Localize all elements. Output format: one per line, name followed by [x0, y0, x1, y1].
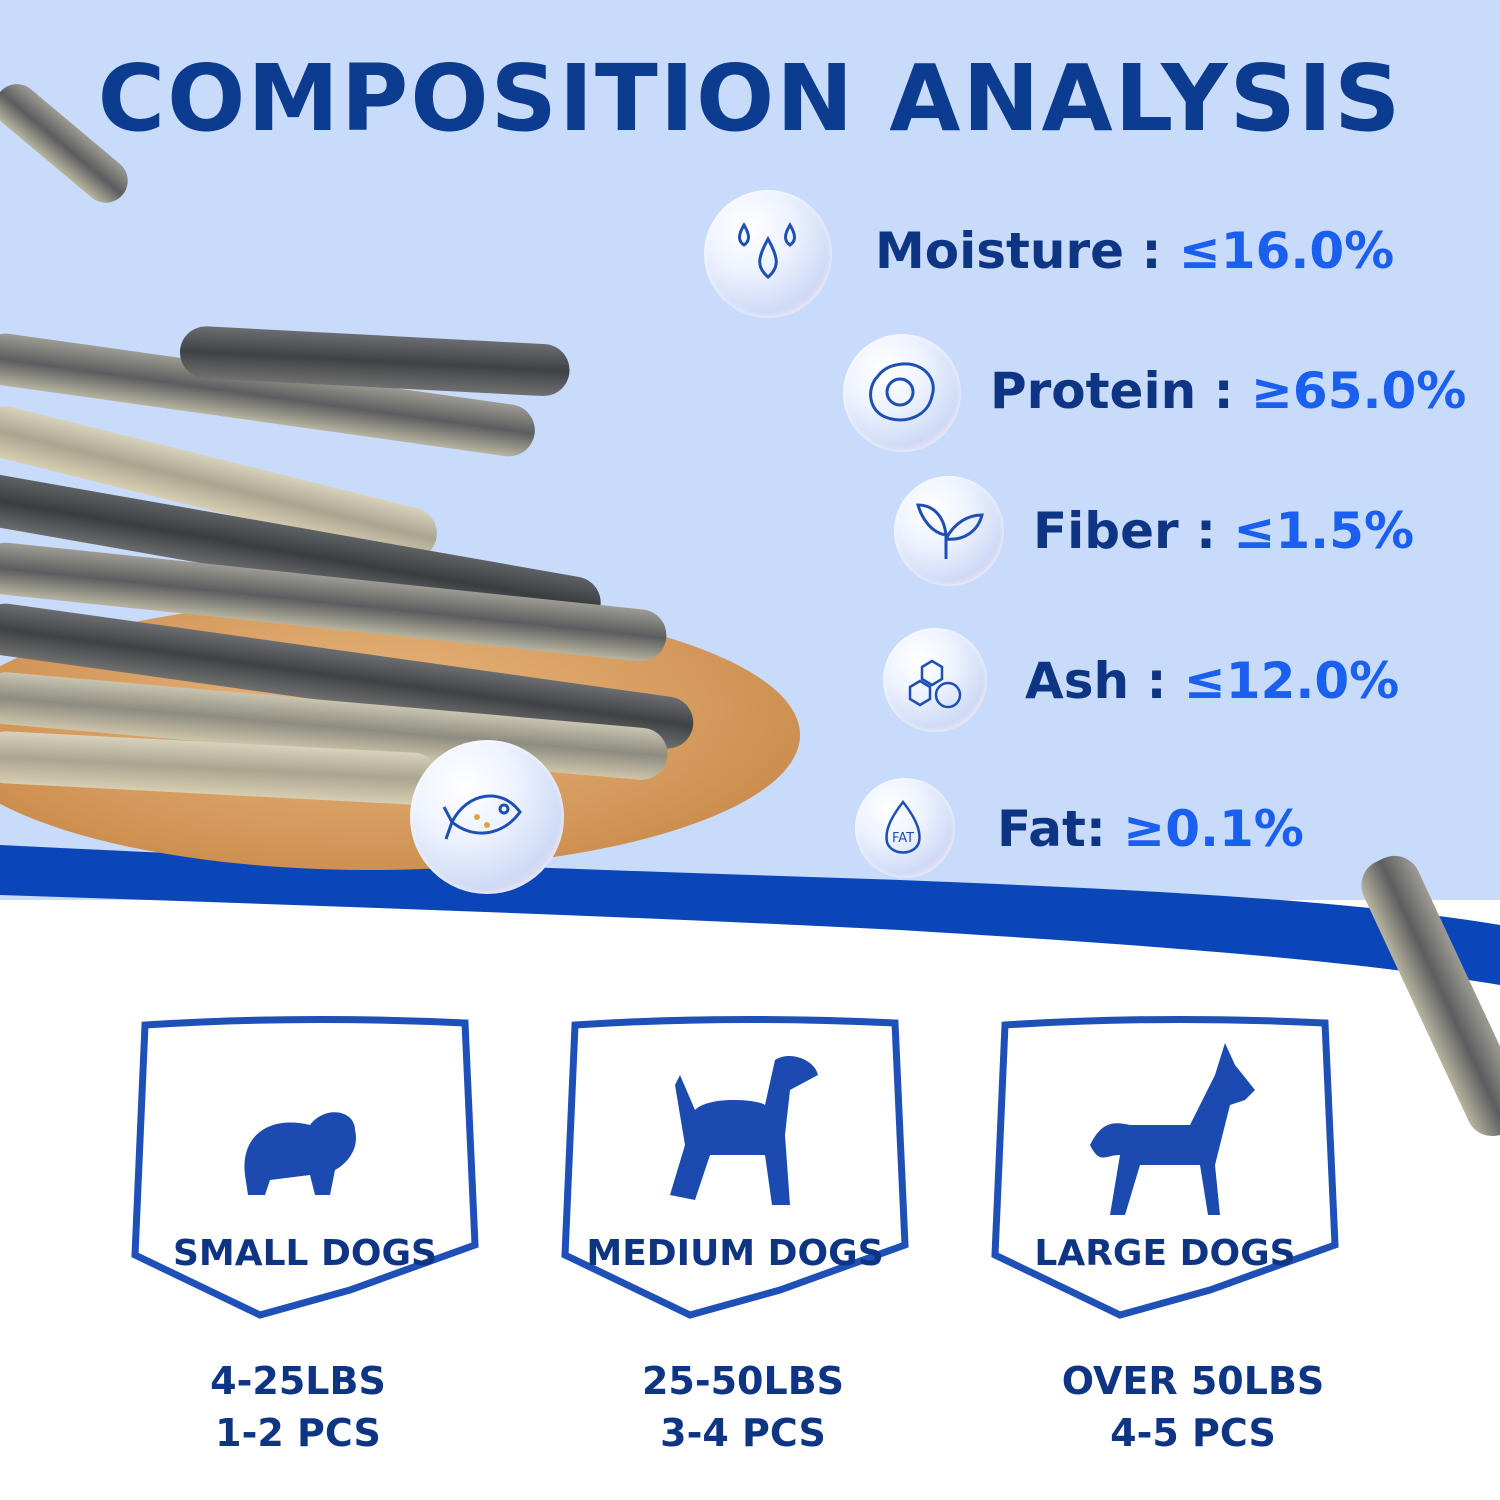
- piece-count: 3-4 PCS: [660, 1411, 826, 1455]
- nutrient-value: ≥0.1%: [1123, 800, 1304, 858]
- weight-range: 4-25LBS: [210, 1359, 386, 1403]
- nutrient-value: ≤16.0%: [1178, 222, 1395, 280]
- dog-info-large: OVER 50LBS 4-5 PCS: [1018, 1355, 1368, 1459]
- nutrient-value: ≤12.0%: [1183, 652, 1400, 710]
- water-drops-icon: [704, 190, 832, 318]
- dog-info-small: 4-25LBS 1-2 PCS: [123, 1355, 473, 1459]
- egg-icon: [843, 334, 961, 452]
- dog-card-large: LARGE DOGS: [990, 1015, 1340, 1320]
- nutrient-value: ≥65.0%: [1251, 362, 1467, 420]
- piece-count: 4-5 PCS: [1110, 1411, 1276, 1455]
- nutrient-label: Moisture :: [875, 222, 1162, 280]
- medium-dog-icon: [670, 1055, 818, 1205]
- weight-range: OVER 50LBS: [1061, 1359, 1325, 1403]
- weight-range: 25-50LBS: [641, 1359, 845, 1403]
- dog-size-label: MEDIUM DOGS: [586, 1233, 884, 1274]
- fat-drop-icon: FAT: [855, 778, 955, 878]
- nutrient-row-fiber: Fiber : ≤1.5%: [1033, 502, 1414, 560]
- leaf-sprout-icon: [894, 476, 1004, 586]
- dog-card-small: SMALL DOGS: [130, 1015, 480, 1320]
- page-title: COMPOSITION ANALYSIS: [97, 45, 1403, 152]
- nutrient-label: Fiber :: [1033, 502, 1217, 560]
- dog-info-medium: 25-50LBS 3-4 PCS: [568, 1355, 918, 1459]
- piece-count: 1-2 PCS: [215, 1411, 381, 1455]
- nutrient-label: Protein :: [990, 362, 1234, 420]
- small-dog-icon: [244, 1112, 356, 1195]
- nutrient-label: Ash :: [1025, 652, 1167, 710]
- nutrient-row-ash: Ash : ≤12.0%: [1025, 652, 1399, 710]
- fat-icon-text: FAT: [892, 831, 914, 846]
- dog-card-medium: MEDIUM DOGS: [560, 1015, 910, 1320]
- nutrient-label: Fat:: [997, 800, 1106, 858]
- fish-icon: [410, 740, 564, 894]
- nutrient-row-moisture: Moisture : ≤16.0%: [875, 222, 1394, 280]
- dog-size-label: SMALL DOGS: [173, 1233, 437, 1274]
- nutrient-row-fat: Fat: ≥0.1%: [997, 800, 1304, 858]
- molecule-dna-icon: [883, 628, 987, 732]
- dog-size-label: LARGE DOGS: [1034, 1233, 1296, 1274]
- large-dog-icon: [1090, 1043, 1255, 1215]
- nutrient-value: ≤1.5%: [1233, 502, 1415, 560]
- nutrient-row-protein: Protein : ≥65.0%: [990, 362, 1466, 420]
